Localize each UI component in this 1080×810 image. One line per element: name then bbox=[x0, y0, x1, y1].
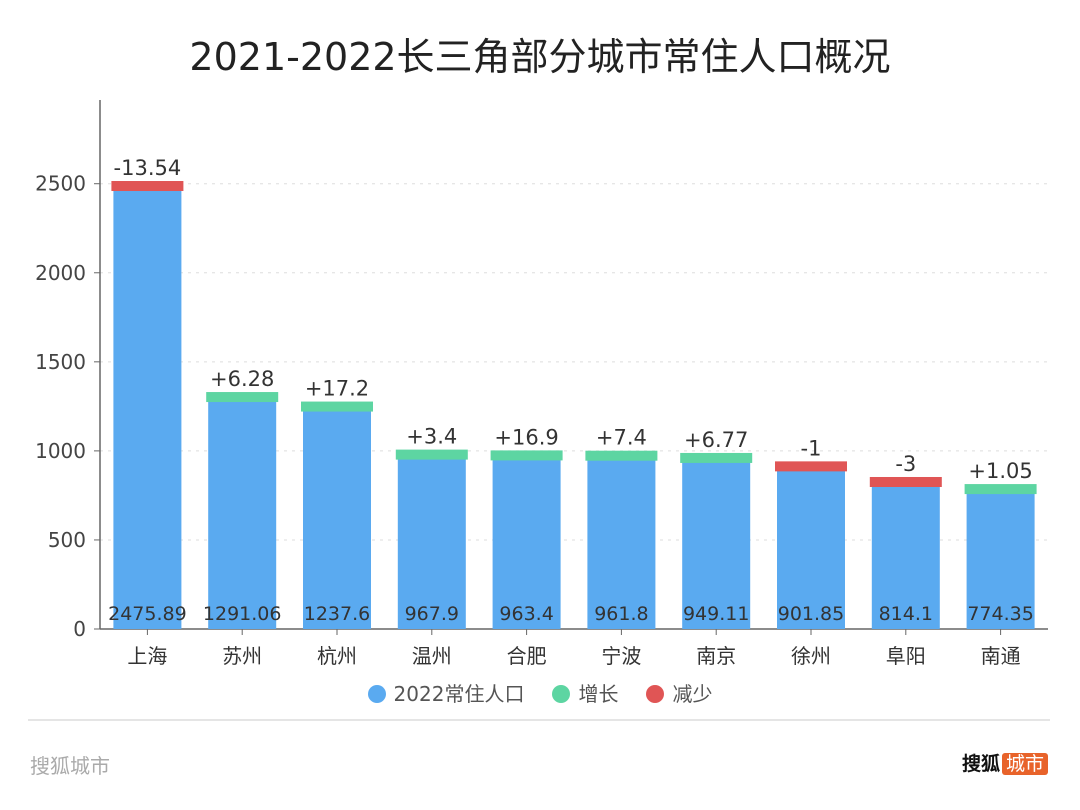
legend-label: 减少 bbox=[672, 682, 713, 706]
sohu-logo: 搜狐 城市 bbox=[962, 749, 1048, 776]
legend-swatch bbox=[552, 685, 571, 703]
bar-decrease bbox=[775, 461, 847, 472]
chart-title: 2021-2022长三角部分城市常住人口概况 bbox=[189, 35, 891, 79]
bar-population bbox=[777, 468, 845, 629]
bar-decrease bbox=[111, 181, 184, 192]
bar-population bbox=[682, 459, 751, 629]
legend-item-increase[interactable]: 增长 bbox=[552, 678, 618, 707]
legend-label: 2022常住人口 bbox=[393, 682, 525, 706]
logo-badge: 城市 bbox=[1001, 753, 1048, 775]
source-text: 搜狐城市 bbox=[30, 754, 110, 778]
bar-chart: 0 500 1000 1500 2000 2500 -13.54 2475.89 上海 +6.28… bbox=[35, 100, 1048, 668]
bar-increase bbox=[206, 392, 279, 403]
x-tick-label: 阜阳 bbox=[886, 644, 926, 668]
change-label: +16.9 bbox=[494, 425, 558, 449]
legend-swatch bbox=[367, 685, 386, 703]
change-label: -1 bbox=[801, 436, 822, 460]
logo-text: 搜狐 bbox=[961, 753, 1000, 775]
y-tick-label: 0 bbox=[73, 617, 86, 641]
value-label: 1237.6 bbox=[304, 603, 370, 625]
bar-population bbox=[208, 399, 277, 629]
x-tick-label: 南京 bbox=[696, 644, 736, 668]
legend-swatch bbox=[646, 685, 665, 703]
bar-increase bbox=[964, 484, 1037, 495]
value-label: 961.8 bbox=[594, 603, 648, 625]
bar-increase bbox=[680, 452, 753, 463]
change-label: -13.54 bbox=[114, 156, 182, 180]
x-tick-label: 苏州 bbox=[222, 644, 262, 668]
value-label: 1291.06 bbox=[203, 603, 282, 625]
change-label: +3.4 bbox=[406, 425, 457, 449]
value-label: 949.11 bbox=[683, 603, 749, 625]
y-tick-label: 1000 bbox=[35, 439, 86, 463]
value-label: 901.85 bbox=[778, 603, 844, 625]
bar-population bbox=[492, 457, 561, 629]
legend-item-population[interactable]: 2022常住人口 bbox=[367, 678, 525, 707]
legend-label: 增长 bbox=[578, 682, 619, 706]
divider bbox=[28, 719, 1050, 721]
change-label: -3 bbox=[895, 452, 916, 476]
bar-increase bbox=[490, 450, 563, 461]
bar-increase bbox=[395, 449, 468, 460]
bar-population bbox=[303, 408, 371, 629]
value-label: 963.4 bbox=[499, 603, 553, 625]
y-tick-label: 2500 bbox=[35, 172, 86, 196]
y-tick-label: 500 bbox=[48, 528, 86, 552]
x-tick-label: 温州 bbox=[412, 644, 452, 668]
change-label: +7.4 bbox=[596, 426, 647, 450]
bar-population bbox=[397, 456, 466, 629]
bar-population bbox=[113, 188, 182, 629]
change-label: +6.77 bbox=[684, 428, 748, 452]
y-tick-label: 1500 bbox=[35, 350, 86, 374]
x-tick-label: 杭州 bbox=[317, 644, 357, 668]
value-label: 967.9 bbox=[405, 603, 459, 625]
x-tick-label: 宁波 bbox=[601, 644, 641, 668]
legend-item-decrease[interactable]: 减少 bbox=[646, 678, 712, 707]
bar-population bbox=[966, 491, 1035, 629]
change-label: +1.05 bbox=[968, 459, 1032, 483]
legend: 2022常住人口 增长 减少 bbox=[0, 678, 1080, 707]
x-tick-label: 合肥 bbox=[507, 644, 547, 668]
value-label: 814.1 bbox=[879, 603, 933, 625]
bar-population bbox=[871, 483, 940, 629]
y-tick-label: 2000 bbox=[35, 261, 86, 285]
bar-population bbox=[587, 457, 656, 629]
change-label: +17.2 bbox=[305, 377, 369, 401]
bar-increase bbox=[301, 401, 373, 412]
x-tick-label: 徐州 bbox=[791, 644, 831, 668]
value-label: 2475.89 bbox=[108, 603, 187, 625]
bar-increase bbox=[585, 450, 658, 461]
x-tick-label: 南通 bbox=[981, 644, 1021, 668]
value-label: 774.35 bbox=[967, 603, 1033, 625]
change-label: +6.28 bbox=[210, 367, 274, 391]
bar-decrease bbox=[869, 476, 942, 487]
x-tick-label: 上海 bbox=[127, 644, 167, 668]
